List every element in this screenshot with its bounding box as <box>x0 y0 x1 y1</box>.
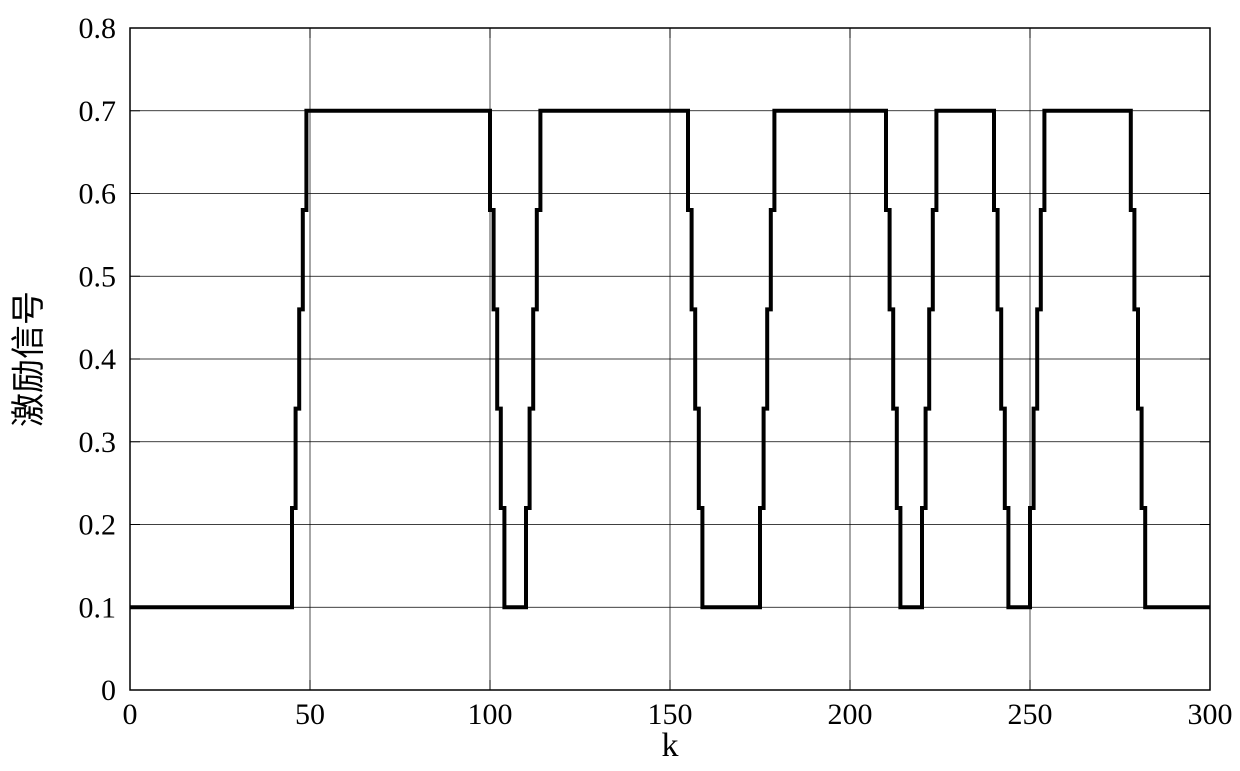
ytick-label: 0.8 <box>79 12 117 45</box>
xtick-label: 250 <box>1008 698 1053 731</box>
xtick-label: 200 <box>828 698 873 731</box>
chart-svg: 05010015020025030000.10.20.30.40.50.60.7… <box>0 0 1240 771</box>
y-axis-label: 激励信号 <box>10 291 48 427</box>
xtick-label: 50 <box>295 698 325 731</box>
xtick-label: 100 <box>468 698 513 731</box>
x-axis-label: k <box>662 727 679 764</box>
chart-bg <box>0 0 1240 771</box>
ytick-label: 0.3 <box>79 426 117 459</box>
ytick-label: 0.5 <box>79 260 117 293</box>
signal-chart: 05010015020025030000.10.20.30.40.50.60.7… <box>0 0 1240 771</box>
ytick-label: 0.2 <box>79 509 117 542</box>
xtick-label: 300 <box>1188 698 1233 731</box>
ytick-label: 0.7 <box>79 95 117 128</box>
ytick-label: 0 <box>101 674 116 707</box>
ytick-label: 0.6 <box>79 178 117 211</box>
ytick-label: 0.1 <box>79 591 117 624</box>
xtick-label: 0 <box>123 698 138 731</box>
ytick-label: 0.4 <box>79 343 117 376</box>
